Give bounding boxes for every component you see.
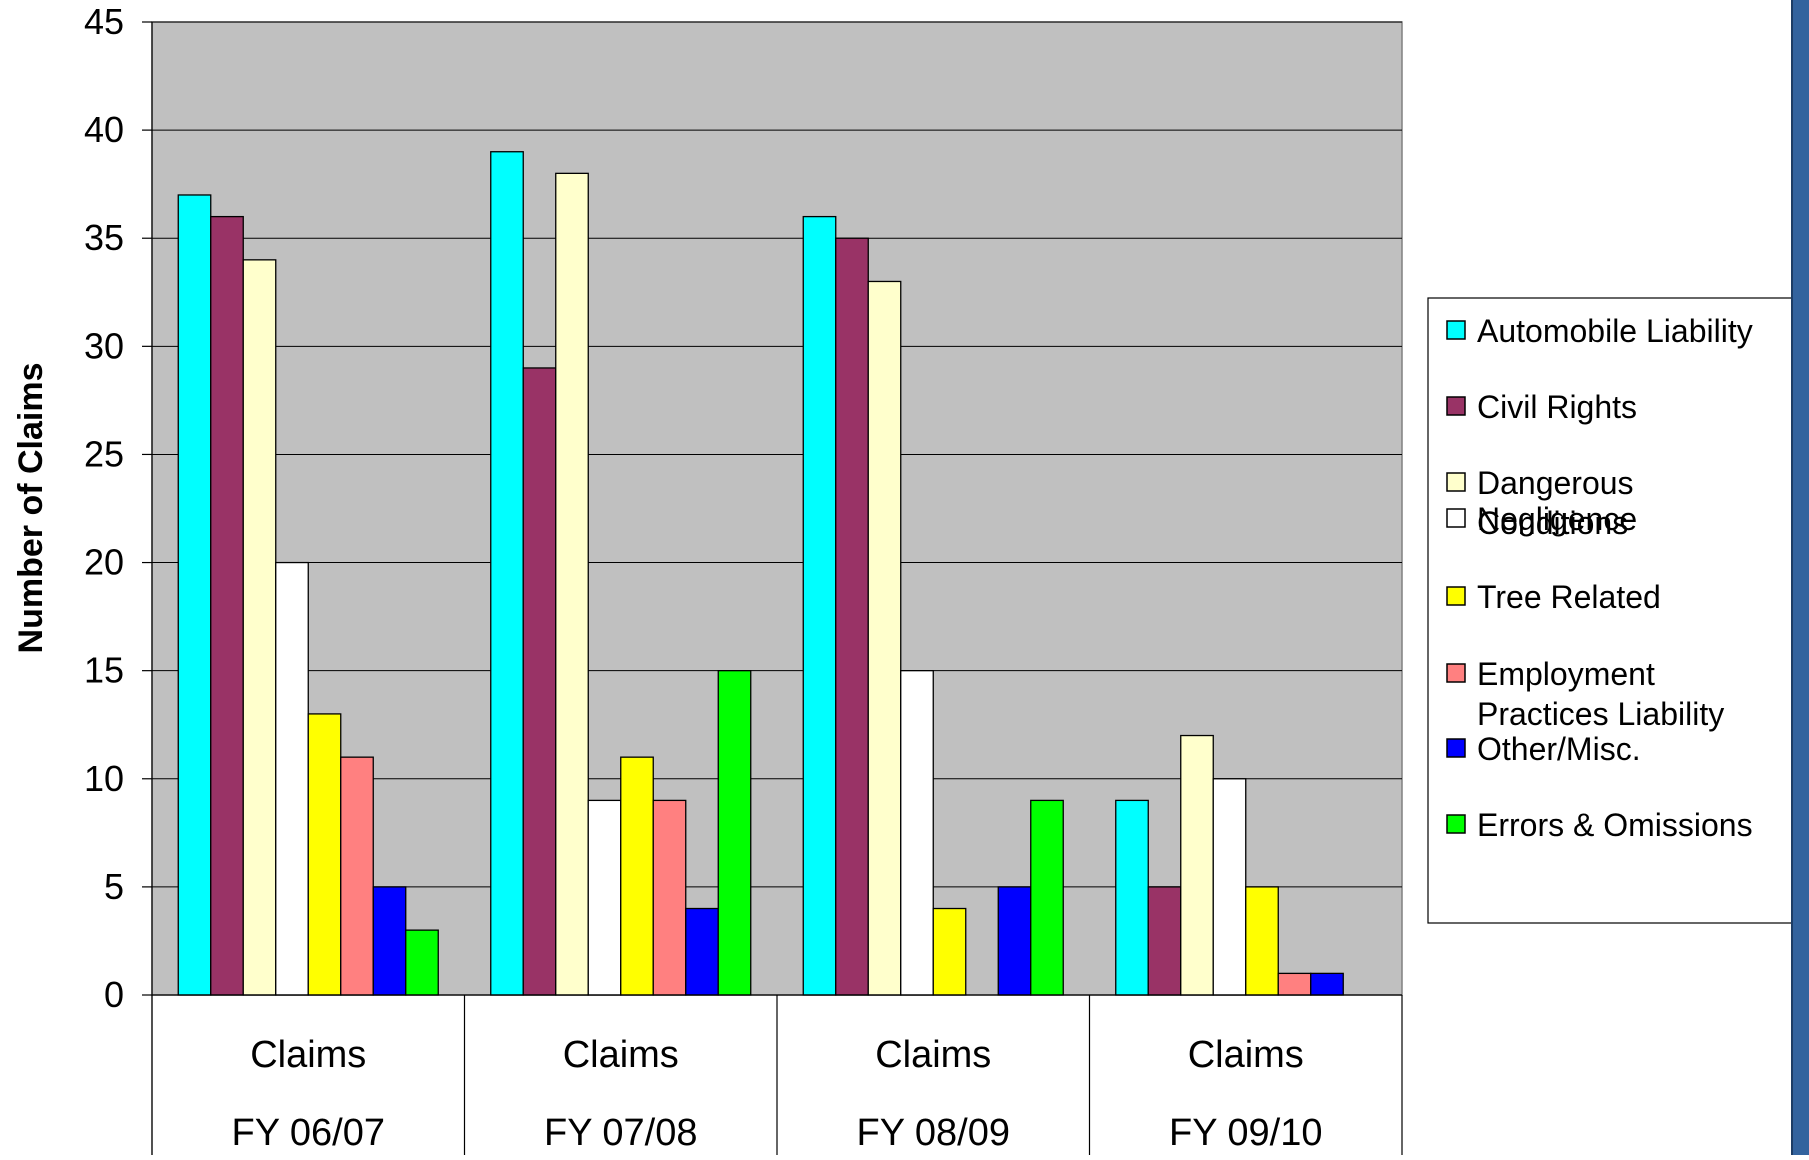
legend-box [1427, 297, 1795, 924]
bar [1212, 778, 1247, 996]
bar [717, 670, 752, 996]
legend-swatch [1446, 663, 1466, 683]
legend: Automobile Liability Civil Rights Dangerou… [1427, 297, 1795, 924]
bar [620, 756, 654, 996]
y-tick-label: 35 [84, 217, 124, 258]
x-category-label-line1: Claims [1188, 1034, 1304, 1076]
y-tick-label: 10 [84, 758, 124, 799]
y-tick-label: 40 [84, 109, 124, 150]
y-tick-label: 30 [84, 325, 124, 366]
y-tick-label: 20 [84, 542, 124, 583]
y-tick-label: 45 [84, 1, 124, 42]
x-category-labels: Claims FY 06/07 Claims FY 07/08 Claims FY 08/… [231, 1034, 1322, 1154]
legend-swatch [1446, 472, 1466, 492]
legend-label: Conditions [1477, 505, 1628, 541]
legend-swatch [1446, 396, 1466, 416]
bar [1310, 972, 1344, 996]
bar [1115, 799, 1149, 996]
legend-label: Employment [1477, 656, 1655, 692]
axes [142, 21, 1403, 1155]
x-category-label-line1: Claims [250, 1034, 366, 1076]
bar [867, 280, 902, 996]
bar [405, 929, 439, 996]
y-tick-label: 5 [104, 866, 124, 907]
legend-label: Practices Liability [1477, 696, 1724, 732]
x-category-label-line2: FY 08/09 [856, 1112, 1010, 1154]
x-category-label-line1: Claims [875, 1034, 991, 1076]
legend-label: Civil Rights [1477, 389, 1637, 425]
y-tick-labels: 0 5 10 15 20 25 30 35 40 45 [84, 1, 124, 1015]
y-tick-label: 25 [84, 433, 124, 474]
bar [372, 886, 407, 996]
legend-label: Other/Misc. [1477, 731, 1641, 767]
bar [835, 237, 869, 996]
legend-label: Tree Related [1477, 579, 1661, 615]
bar [210, 215, 244, 996]
legend-swatch [1446, 814, 1466, 834]
legend-label: Errors & Omissions [1477, 807, 1753, 843]
bar [1277, 972, 1312, 996]
bar [685, 907, 719, 996]
x-category-label-line2: FY 09/10 [1169, 1112, 1323, 1154]
bar [490, 151, 524, 996]
bar [555, 172, 589, 996]
bar [340, 756, 374, 996]
bar [1030, 799, 1064, 996]
y-axis-title: Number of Claims [12, 363, 50, 654]
legend-swatch [1446, 508, 1466, 528]
legend-label: Dangerous [1477, 465, 1634, 501]
bar [1180, 734, 1214, 996]
bar [522, 367, 557, 996]
bar [1147, 886, 1182, 996]
bar [177, 194, 212, 996]
bar [587, 799, 622, 996]
x-category-label-line1: Claims [563, 1034, 679, 1076]
y-tick-label: 15 [84, 650, 124, 691]
bar [802, 215, 837, 996]
y-tick-label: 0 [104, 974, 124, 1015]
x-category-label-line2: FY 06/07 [231, 1112, 385, 1154]
bar [900, 670, 934, 996]
bars [177, 151, 1344, 996]
legend-swatch [1446, 738, 1466, 758]
window-edge-strip [1791, 0, 1809, 1155]
bar [652, 799, 687, 996]
legend-label: Negligence [1477, 501, 1637, 537]
bar [275, 561, 309, 996]
legend-label: Automobile Liability [1477, 313, 1753, 349]
legend-swatch [1446, 320, 1466, 340]
bar [242, 259, 277, 996]
bar [307, 713, 342, 996]
x-category-label-line2: FY 07/08 [544, 1112, 698, 1154]
bar [932, 907, 967, 996]
legend-swatch [1446, 586, 1466, 606]
bar [1245, 886, 1279, 996]
bar [997, 886, 1032, 996]
